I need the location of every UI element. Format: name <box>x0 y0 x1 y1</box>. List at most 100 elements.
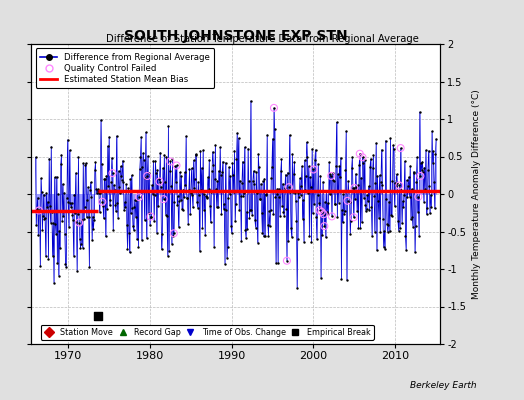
Point <box>41 215 49 221</box>
Point <box>183 195 192 201</box>
Point <box>425 183 433 190</box>
Point <box>48 209 56 215</box>
Point <box>203 194 211 200</box>
Point <box>300 238 308 245</box>
Point <box>300 157 309 164</box>
Point <box>135 194 143 200</box>
Point <box>159 196 168 202</box>
Point <box>368 165 377 171</box>
Point <box>298 216 307 222</box>
Point <box>429 148 438 154</box>
Point <box>376 229 385 235</box>
Point <box>369 152 378 158</box>
Point <box>206 219 215 226</box>
Point <box>359 195 368 202</box>
Point <box>270 105 278 111</box>
Point <box>220 206 228 212</box>
Point <box>396 225 404 232</box>
Point <box>280 212 288 219</box>
Point <box>129 227 138 233</box>
Point <box>272 260 280 266</box>
Point <box>195 192 203 198</box>
Point <box>233 130 242 136</box>
Point <box>195 248 204 254</box>
Point <box>193 199 201 205</box>
Point <box>347 218 355 224</box>
Point <box>236 193 245 200</box>
Point <box>341 208 349 214</box>
Point <box>384 222 392 228</box>
Point <box>64 224 73 230</box>
Point <box>262 192 270 198</box>
Point <box>155 176 163 182</box>
Point <box>315 207 324 214</box>
Point <box>93 186 102 192</box>
Point <box>209 162 217 168</box>
Point <box>318 231 326 238</box>
Point <box>358 154 367 160</box>
Point <box>89 226 97 232</box>
Point <box>155 178 163 185</box>
Point <box>372 140 380 146</box>
Point <box>184 220 192 227</box>
Point <box>363 206 371 212</box>
Point <box>85 263 93 270</box>
Point <box>413 209 422 215</box>
Point <box>159 165 167 171</box>
Point <box>371 179 379 186</box>
Point <box>248 178 257 185</box>
Point <box>213 178 222 184</box>
Point <box>148 191 157 197</box>
Point <box>291 198 300 204</box>
Point <box>163 252 172 259</box>
Point <box>325 191 334 198</box>
Point <box>377 178 385 185</box>
Point <box>82 160 90 166</box>
Point <box>189 204 197 210</box>
Point <box>72 219 81 225</box>
Point <box>292 218 301 224</box>
Point <box>289 171 298 177</box>
Point <box>130 204 138 210</box>
Point <box>286 132 294 138</box>
Point <box>157 184 165 190</box>
Point <box>246 207 254 214</box>
Point <box>357 174 365 181</box>
Point <box>313 192 322 198</box>
Point <box>416 173 424 179</box>
Point <box>247 207 256 214</box>
Point <box>100 215 108 222</box>
Point <box>159 196 168 202</box>
Point <box>327 173 335 179</box>
Point <box>411 223 420 230</box>
Point <box>352 184 361 190</box>
Point <box>166 168 174 174</box>
Point <box>288 234 296 240</box>
Point <box>52 231 60 237</box>
Point <box>424 148 433 154</box>
Text: Difference of Station Temperature Data from Regional Average: Difference of Station Temperature Data f… <box>105 34 419 44</box>
Point <box>288 151 297 157</box>
Point <box>422 147 430 153</box>
Point <box>138 164 147 170</box>
Point <box>212 186 220 192</box>
Point <box>333 214 342 220</box>
Point <box>286 188 294 195</box>
Point <box>67 204 75 210</box>
Point <box>266 206 275 213</box>
Point <box>47 143 56 150</box>
Point <box>270 105 278 111</box>
Point <box>94 188 102 194</box>
Point <box>245 215 254 222</box>
Point <box>218 169 226 175</box>
Point <box>419 169 427 175</box>
Point <box>383 221 391 227</box>
Point <box>240 190 248 196</box>
Point <box>261 191 270 197</box>
Point <box>282 258 291 264</box>
Point <box>311 146 320 153</box>
Point <box>281 171 290 178</box>
Point <box>219 158 227 165</box>
Point <box>102 233 110 240</box>
Point <box>330 200 339 207</box>
